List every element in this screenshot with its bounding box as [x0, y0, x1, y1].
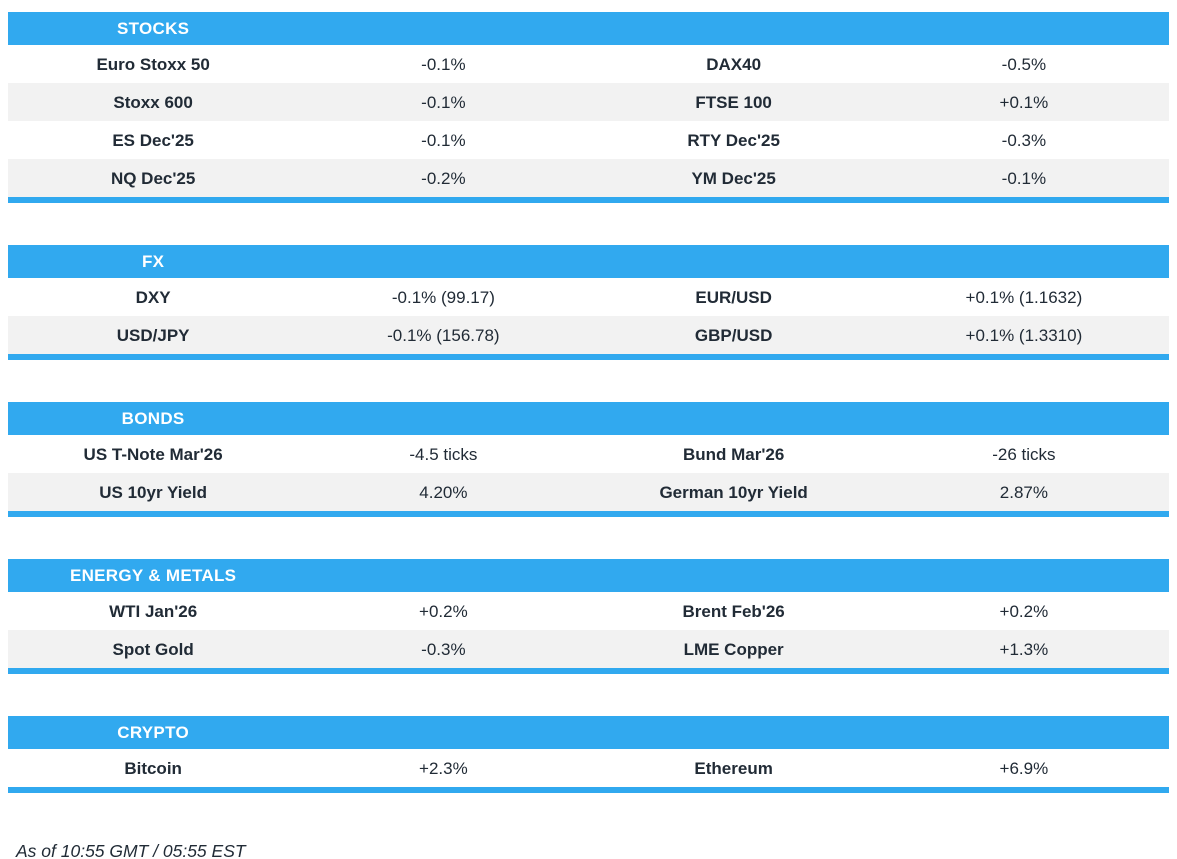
- section-title: ENERGY & METALS: [69, 565, 237, 585]
- instrument-label: Brent Feb'26: [682, 601, 785, 621]
- instrument-label: GBP/USD: [694, 325, 773, 345]
- instrument-value: -0.1%: [421, 92, 466, 112]
- table-row: WTI Jan'26 +0.2% Brent Feb'26 +0.2%: [8, 592, 1169, 630]
- instrument-label: Ethereum: [694, 758, 773, 778]
- instrument-value: +1.3%: [999, 639, 1049, 659]
- section-title: FX: [141, 251, 165, 271]
- section-header-stocks: STOCKS: [8, 12, 1169, 45]
- instrument-value: -0.5%: [1001, 54, 1047, 74]
- section-title: CRYPTO: [117, 722, 189, 742]
- instrument-value: -0.2%: [421, 168, 466, 188]
- instrument-value: -0.1% (156.78): [387, 325, 500, 345]
- instrument-value: +2.3%: [419, 758, 468, 778]
- instrument-value: -0.1% (99.17): [391, 287, 495, 307]
- table-row: ES Dec'25 -0.1% RTY Dec'25 -0.3%: [8, 121, 1169, 159]
- instrument-label: US 10yr Yield: [99, 482, 207, 502]
- instrument-label: Stoxx 600: [113, 92, 193, 112]
- table-row: Stoxx 600 -0.1% FTSE 100 +0.1%: [8, 83, 1169, 121]
- section-energy-metals: ENERGY & METALS WTI Jan'26 +0.2% Brent F…: [8, 559, 1169, 674]
- instrument-label: DXY: [135, 287, 171, 307]
- instrument-value: -4.5 ticks: [409, 444, 478, 464]
- instrument-label: Spot Gold: [112, 639, 194, 659]
- section-header-bonds: BONDS: [8, 402, 1169, 435]
- table-row: US 10yr Yield 4.20% German 10yr Yield 2.…: [8, 473, 1169, 511]
- section-rows: Euro Stoxx 50 -0.1% DAX40 -0.5% Stoxx 60…: [8, 45, 1169, 197]
- instrument-label: FTSE 100: [695, 92, 772, 112]
- table-row: Spot Gold -0.3% LME Copper +1.3%: [8, 630, 1169, 668]
- section-stocks: STOCKS Euro Stoxx 50 -0.1% DAX40 -0.5% S…: [8, 12, 1169, 203]
- instrument-label: USD/JPY: [116, 325, 190, 345]
- instrument-label: ES Dec'25: [112, 130, 194, 150]
- table-row: DXY -0.1% (99.17) EUR/USD +0.1% (1.1632): [8, 278, 1169, 316]
- instrument-value: -26 ticks: [992, 444, 1056, 464]
- instrument-value: -0.3%: [421, 639, 466, 659]
- table-row: USD/JPY -0.1% (156.78) GBP/USD +0.1% (1.…: [8, 316, 1169, 354]
- instrument-label: RTY Dec'25: [687, 130, 780, 150]
- section-rows: Bitcoin +2.3% Ethereum +6.9%: [8, 749, 1169, 787]
- instrument-value: -0.1%: [421, 130, 466, 150]
- section-header-fx: FX: [8, 245, 1169, 278]
- instrument-label: Bund Mar'26: [682, 444, 785, 464]
- instrument-label: EUR/USD: [695, 287, 772, 307]
- instrument-value: -0.3%: [1001, 130, 1047, 150]
- table-row: Euro Stoxx 50 -0.1% DAX40 -0.5%: [8, 45, 1169, 83]
- instrument-value: -0.1%: [421, 54, 466, 74]
- instrument-value: +0.1% (1.3310): [965, 325, 1083, 345]
- section-header-energy-metals: ENERGY & METALS: [8, 559, 1169, 592]
- table-row: NQ Dec'25 -0.2% YM Dec'25 -0.1%: [8, 159, 1169, 197]
- instrument-value: 2.87%: [999, 482, 1048, 502]
- instrument-label: NQ Dec'25: [110, 168, 196, 188]
- instrument-label: DAX40: [706, 54, 762, 74]
- table-row: US T-Note Mar'26 -4.5 ticks Bund Mar'26 …: [8, 435, 1169, 473]
- instrument-value: 4.20%: [419, 482, 468, 502]
- section-rows: DXY -0.1% (99.17) EUR/USD +0.1% (1.1632)…: [8, 278, 1169, 354]
- section-fx: FX DXY -0.1% (99.17) EUR/USD +0.1% (1.16…: [8, 245, 1169, 360]
- instrument-label: Euro Stoxx 50: [96, 54, 210, 74]
- instrument-value: +0.2%: [419, 601, 468, 621]
- instrument-value: -0.1%: [1001, 168, 1047, 188]
- instrument-label: WTI Jan'26: [109, 601, 198, 621]
- section-header-crypto: CRYPTO: [8, 716, 1169, 749]
- instrument-value: +6.9%: [999, 758, 1049, 778]
- instrument-label: US T-Note Mar'26: [83, 444, 223, 464]
- section-title: STOCKS: [116, 18, 190, 38]
- as-of-timestamp: As of 10:55 GMT / 05:55 EST: [16, 841, 246, 859]
- instrument-label: German 10yr Yield: [659, 482, 808, 502]
- section-title: BONDS: [121, 408, 185, 428]
- section-rows: WTI Jan'26 +0.2% Brent Feb'26 +0.2% Spot…: [8, 592, 1169, 668]
- instrument-value: +0.1% (1.1632): [965, 287, 1083, 307]
- instrument-value: +0.1%: [999, 92, 1049, 112]
- instrument-label: YM Dec'25: [691, 168, 776, 188]
- instrument-label: Bitcoin: [124, 758, 182, 778]
- table-row: Bitcoin +2.3% Ethereum +6.9%: [8, 749, 1169, 787]
- section-bonds: BONDS US T-Note Mar'26 -4.5 ticks Bund M…: [8, 402, 1169, 517]
- section-rows: US T-Note Mar'26 -4.5 ticks Bund Mar'26 …: [8, 435, 1169, 511]
- section-crypto: CRYPTO Bitcoin +2.3% Ethereum +6.9%: [8, 716, 1169, 793]
- instrument-value: +0.2%: [999, 601, 1049, 621]
- instrument-label: LME Copper: [683, 639, 784, 659]
